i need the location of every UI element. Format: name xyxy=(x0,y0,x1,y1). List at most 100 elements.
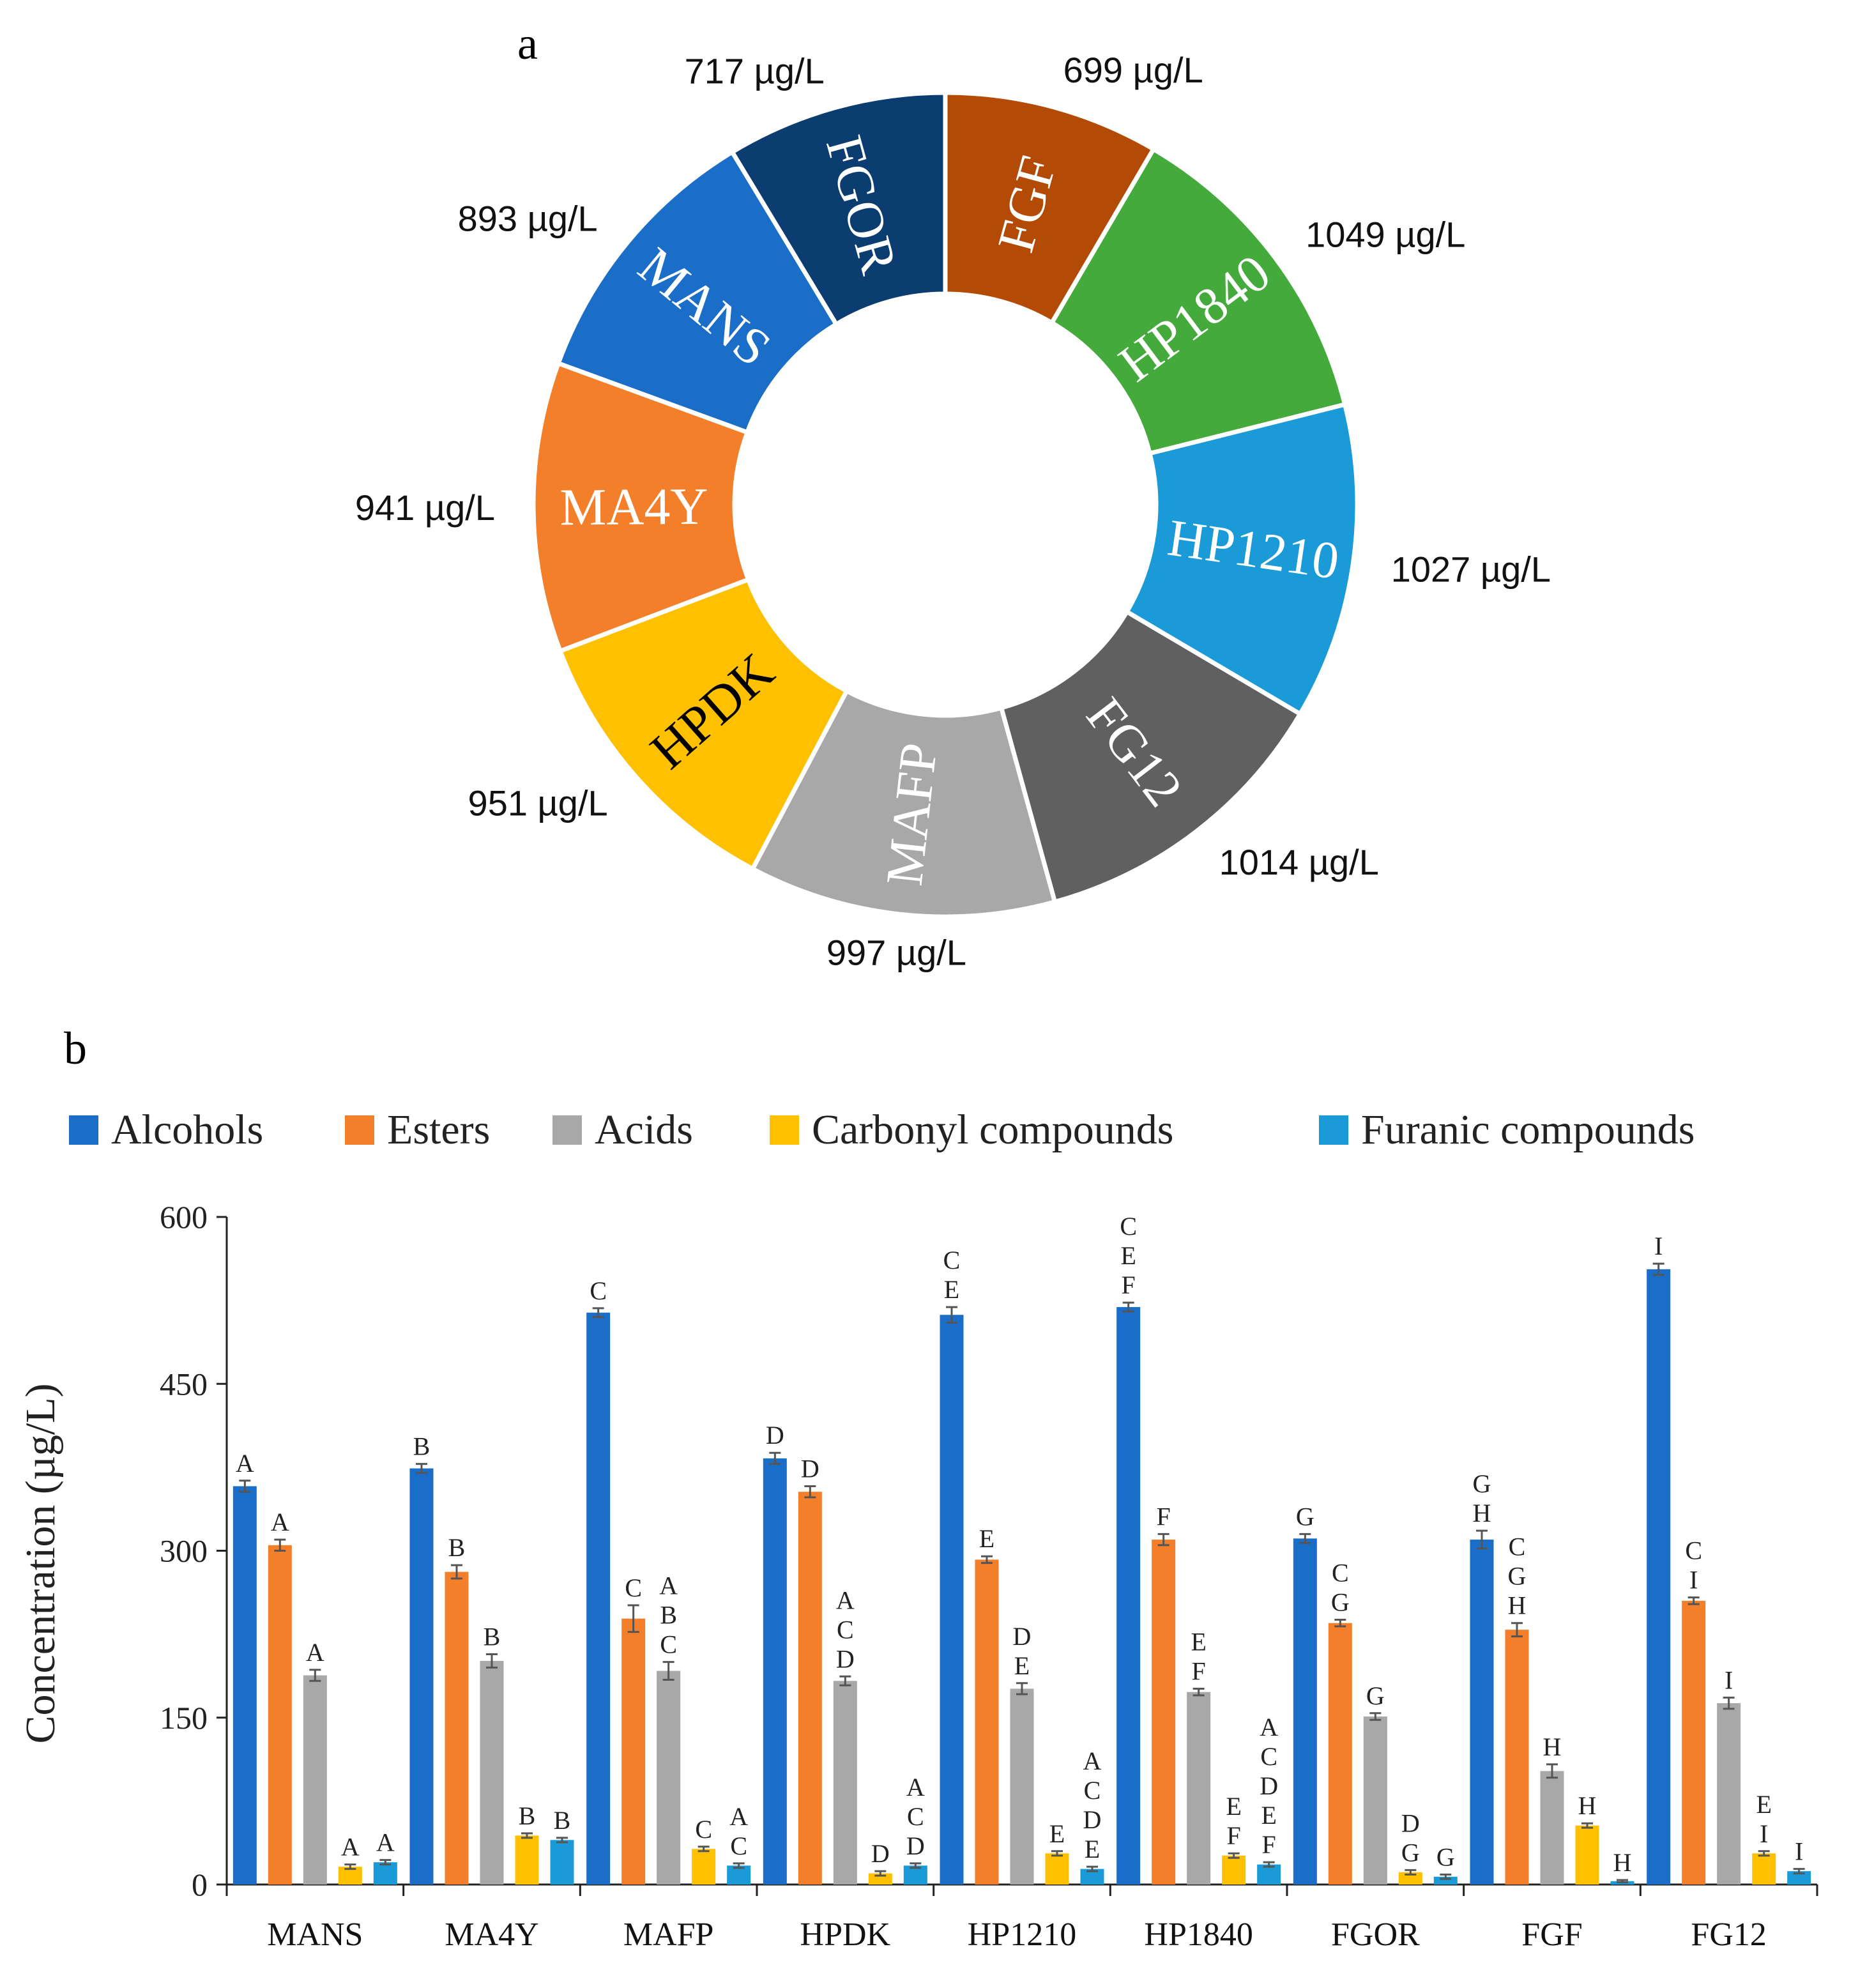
bar-mans-acids xyxy=(303,1675,327,1885)
donut-amount-mafp: 997 µg/L xyxy=(826,932,966,972)
donut-amount-ma4y: 941 µg/L xyxy=(355,487,495,528)
category-label-ma4y: MA4Y xyxy=(445,1916,538,1953)
significance-letter: C xyxy=(1084,1776,1101,1805)
significance-letter: E xyxy=(1226,1792,1241,1821)
donut-amount-hpdk: 951 µg/L xyxy=(468,783,608,823)
significance-letter: B xyxy=(413,1432,430,1461)
category-label-fgf: FGF xyxy=(1521,1916,1582,1953)
significance-letter: G xyxy=(1436,1842,1455,1871)
significance-letter: A xyxy=(1083,1747,1102,1775)
bar-mafp-alcohols xyxy=(586,1312,611,1885)
bar-fg12-acids xyxy=(1717,1703,1741,1885)
bar-ma4y-furanic-compounds xyxy=(550,1840,574,1885)
donut-amount-fg12: 1014 µg/L xyxy=(1219,842,1379,882)
significance-letter: A xyxy=(236,1449,254,1478)
donut-slice-mans xyxy=(555,149,840,436)
significance-letter: G xyxy=(1331,1587,1350,1616)
bar-fgf-esters xyxy=(1505,1630,1529,1885)
y-tick-label: 300 xyxy=(160,1533,208,1569)
significance-letter: C xyxy=(907,1802,924,1831)
bar-hp1840-esters xyxy=(1152,1540,1176,1885)
significance-letter: F xyxy=(1262,1830,1276,1859)
significance-letter: D xyxy=(1013,1622,1032,1651)
significance-letter: D xyxy=(801,1454,819,1483)
significance-letter: B xyxy=(660,1601,677,1630)
donut-slice-mafp xyxy=(749,687,1058,919)
bar-fgf-alcohols xyxy=(1470,1540,1494,1885)
significance-letter: G xyxy=(1401,1838,1420,1867)
significance-letter: A xyxy=(376,1828,395,1857)
y-tick-label: 600 xyxy=(160,1199,208,1235)
legend-label-alcohols: Alcohols xyxy=(111,1106,263,1153)
donut-amount-mans: 893 µg/L xyxy=(458,198,598,238)
bar-mafp-esters xyxy=(621,1618,646,1885)
significance-letter: F xyxy=(1122,1271,1136,1299)
donut-slice-fg12 xyxy=(998,608,1304,905)
significance-letter: F xyxy=(1157,1502,1171,1531)
bar-mans-furanic-compounds xyxy=(373,1862,397,1885)
significance-letter: D xyxy=(1401,1808,1420,1837)
bar-hp1210-esters xyxy=(975,1559,999,1885)
significance-letter: A xyxy=(729,1802,748,1831)
donut-slice-hp1840 xyxy=(1049,146,1348,457)
bar-hp1840-carbonyl-compounds xyxy=(1222,1855,1246,1885)
significance-letter: C xyxy=(1509,1533,1526,1561)
donut-slice-fgf xyxy=(943,90,1157,326)
significance-letter: I xyxy=(1725,1665,1733,1694)
significance-letter: D xyxy=(836,1644,855,1673)
legend-label-furanic-compounds: Furanic compounds xyxy=(1361,1106,1695,1153)
legend-label-acids: Acids xyxy=(595,1106,693,1153)
legend-swatch-alcohols xyxy=(69,1115,98,1145)
significance-letter: G xyxy=(1473,1469,1491,1498)
donut-slice-ma4y xyxy=(531,360,752,654)
significance-letter: H xyxy=(1508,1591,1527,1620)
significance-letter: C xyxy=(660,1630,677,1659)
donut-amount-hp1840: 1049 µg/L xyxy=(1306,215,1465,255)
y-tick-label: 450 xyxy=(160,1366,208,1402)
donut-amount-fgf: 699 µg/L xyxy=(1063,50,1203,90)
category-label-hp1840: HP1840 xyxy=(1144,1916,1253,1953)
significance-letter: F xyxy=(1192,1656,1206,1685)
bar-fgor-acids xyxy=(1363,1717,1387,1885)
significance-letter: I xyxy=(1795,1837,1803,1866)
significance-letter: B xyxy=(554,1806,571,1835)
bar-mafp-carbonyl-compounds xyxy=(692,1849,716,1885)
donut-amount-hp1210: 1027 µg/L xyxy=(1391,549,1551,589)
bar-fg12-esters xyxy=(1682,1600,1706,1885)
legend-swatch-furanic-compounds xyxy=(1319,1115,1348,1145)
bar-hp1840-alcohols xyxy=(1116,1307,1141,1885)
bar-mans-alcohols xyxy=(232,1486,257,1885)
significance-letter: H xyxy=(1473,1499,1491,1527)
significance-letter: E xyxy=(979,1524,994,1553)
bar-ma4y-alcohols xyxy=(409,1468,434,1885)
significance-letter: A xyxy=(906,1773,925,1801)
bar-hp1210-alcohols xyxy=(940,1315,964,1885)
y-tick-label: 150 xyxy=(160,1700,208,1736)
significance-letter: F xyxy=(1227,1821,1241,1850)
bar-chart: 0 150 300 450 600 Concentration (µg/L) MANS MA4… xyxy=(17,1199,1818,1953)
significance-letter: C xyxy=(1260,1742,1277,1771)
significance-letter: C xyxy=(943,1246,961,1274)
significance-letter: C xyxy=(625,1573,642,1602)
significance-letter: G xyxy=(1366,1681,1385,1710)
legend-label-carbonyl-compounds: Carbonyl compounds xyxy=(812,1106,1173,1153)
category-label-fgor: FGOR xyxy=(1331,1916,1420,1953)
significance-letter: C xyxy=(1120,1212,1137,1241)
significance-letter: G xyxy=(1508,1562,1527,1591)
bar-mafp-acids xyxy=(657,1671,681,1885)
significance-letter: H xyxy=(1543,1732,1562,1761)
category-label-hpdk: HPDK xyxy=(800,1916,891,1953)
bar-hp1840-acids xyxy=(1187,1692,1211,1885)
bar-fgor-furanic-compounds xyxy=(1433,1876,1458,1885)
significance-letter: B xyxy=(448,1533,466,1562)
bar-fg12-carbonyl-compounds xyxy=(1752,1853,1776,1885)
bar-fg12-alcohols xyxy=(1647,1269,1671,1885)
donut-slice-hpdk xyxy=(557,576,850,872)
category-label-fg12: FG12 xyxy=(1691,1916,1766,1953)
bar-ma4y-acids xyxy=(480,1660,504,1885)
bar-hp1840-furanic-compounds xyxy=(1257,1864,1281,1885)
panel-b-label: b xyxy=(64,1023,87,1074)
bar-ma4y-carbonyl-compounds xyxy=(515,1835,539,1885)
